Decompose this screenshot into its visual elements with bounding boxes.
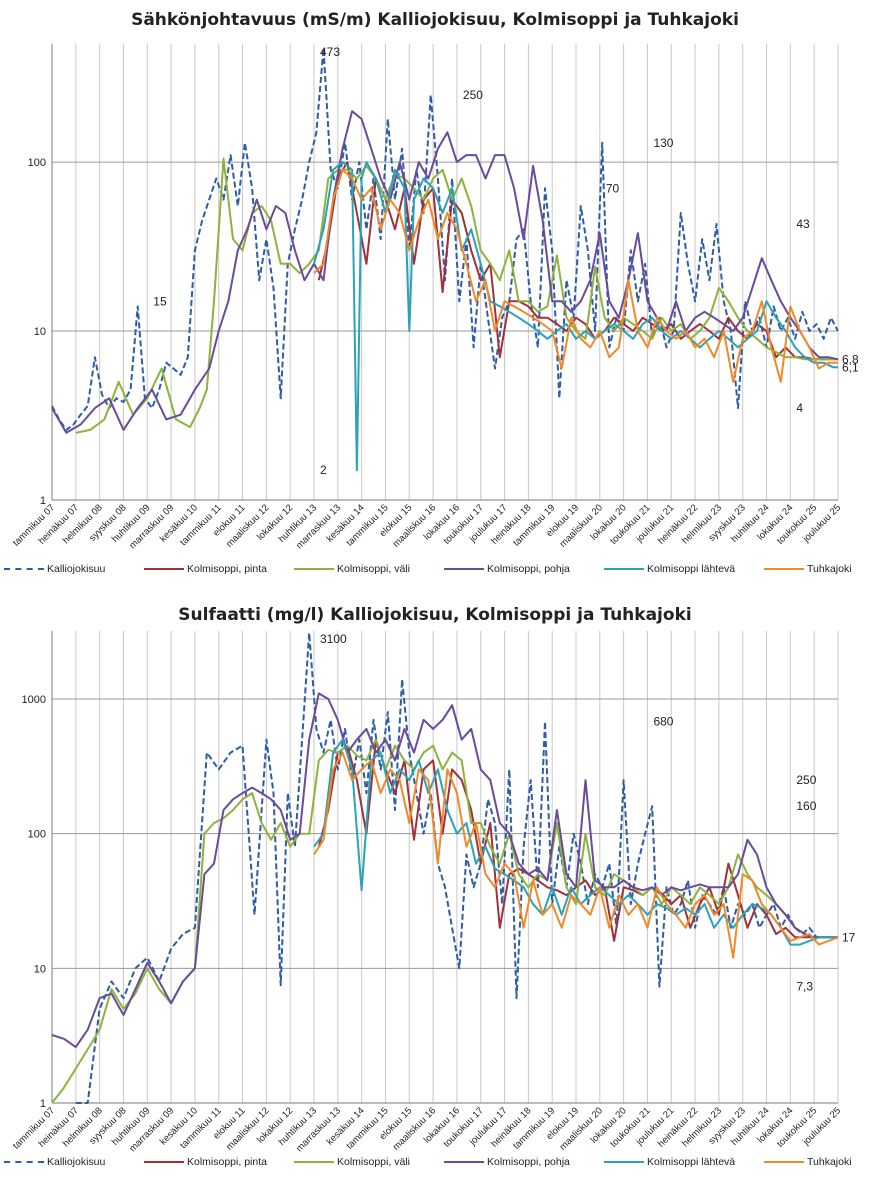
series-line [51,738,838,1104]
legend-label: Kolmisoppi, pinta [187,1156,267,1168]
chart-title: Sulfaatti (mg/l) Kalliojokisuu, Kolmisop… [178,605,692,625]
y-tick-label: 1 [40,495,46,507]
series-line [75,157,838,434]
legend-item: Kolmisoppi, väli [294,1156,410,1168]
legend-swatch [444,1161,484,1164]
legend-swatch [294,1161,334,1164]
legend-item: Kolmisoppi lähtevä [604,1156,735,1168]
legend-swatch [144,1161,184,1164]
legend-swatch [444,568,484,571]
legend-swatch [4,1161,44,1164]
data-annotation: 7,3 [796,980,813,994]
data-annotation: 680 [653,715,673,729]
chart-panel-conductivity: Sähkönjohtavuus (mS/m) Kalliojokisuu, Ko… [4,10,870,579]
chart-panel-sulfate: Sulfaatti (mg/l) Kalliojokisuu, Kolmisop… [0,595,870,1178]
series-line [313,738,838,946]
data-annotation: 160 [796,799,816,813]
y-tick-label: 100 [28,157,46,169]
legend-label: Tuhkajoki [807,563,852,575]
data-annotation: 6,1 [842,360,859,374]
legend-label: Tuhkajoki [807,1156,852,1168]
legend-swatch [604,568,644,571]
data-annotation: 4 [796,401,803,415]
legend-item: Tuhkajoki [764,563,852,575]
legend-item: Kolmisoppi, pohja [444,1156,570,1168]
y-tick-label: 1000 [22,694,46,706]
legend-item: Kalliojokisuu [4,1156,105,1168]
data-annotation: 6,8 [842,352,859,366]
series-line [317,161,838,361]
legend-label: Kolmisoppi, pohja [487,1156,570,1168]
data-annotation: 15 [153,294,167,308]
y-tick-label: 10 [34,326,46,338]
legend-item: Kolmisoppi, pinta [144,563,267,575]
series-line [313,751,839,959]
data-annotation: 130 [653,136,673,150]
legend-item: Kalliojokisuu [4,563,105,575]
legend-item: Kolmisoppi, pinta [144,1156,267,1168]
data-annotation: 250 [796,773,816,787]
data-annotation: 250 [463,88,483,102]
series-line [317,738,838,942]
legend-label: Kolmisoppi lähtevä [647,563,736,575]
data-annotation: 473 [320,45,340,59]
series-line [51,692,838,1049]
series-line [51,110,839,434]
chart-legend: Kalliojokisuu Kolmisoppi, pinta Kolmisop… [4,563,870,579]
chart-legend: Kalliojokisuu Kolmisoppi, pinta Kolmisop… [4,1156,870,1172]
data-annotation: 2 [320,463,327,477]
data-annotation: 43 [796,217,810,231]
y-tick-label: 10 [34,963,46,975]
legend-swatch [4,568,44,571]
legend-swatch [764,568,804,571]
data-annotation: 17 [842,930,856,944]
legend-label: Kolmisoppi, pohja [487,563,570,575]
legend-item: Kolmisoppi, väli [294,563,410,575]
legend-label: Kolmisoppi, väli [337,563,410,575]
legend-label: Kolmisoppi, väli [337,1156,410,1168]
legend-item: Tuhkajoki [764,1156,852,1168]
legend-swatch [604,1161,644,1164]
y-tick-label: 100 [28,829,46,841]
y-tick-label: 1 [40,1098,46,1110]
legend-item: Kolmisoppi, pohja [444,563,570,575]
series-line [75,631,838,1104]
series-line [313,168,838,383]
legend-swatch [144,568,184,571]
data-annotation: 70 [606,181,620,195]
legend-label: Kolmisoppi, pinta [187,563,267,575]
data-annotation: 3100 [320,632,347,646]
series-line [51,47,839,431]
legend-swatch [294,568,334,571]
legend-label: Kolmisoppi lähtevä [647,1156,736,1168]
legend-item: Kolmisoppi lähtevä [604,563,735,575]
series-line [313,161,838,472]
legend-label: Kalliojokisuu [47,563,106,575]
legend-label: Kalliojokisuu [47,1156,106,1168]
legend-swatch [764,1161,804,1164]
chart-title: Sähkönjohtavuus (mS/m) Kalliojokisuu, Ko… [131,10,739,30]
